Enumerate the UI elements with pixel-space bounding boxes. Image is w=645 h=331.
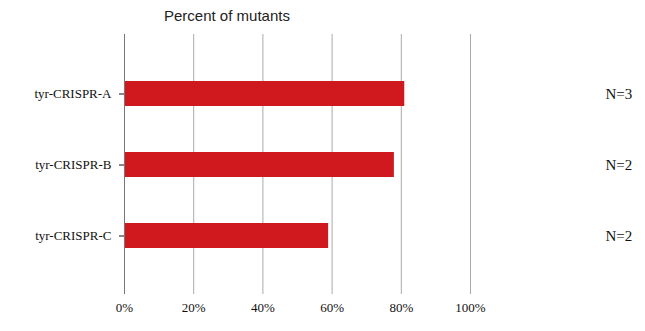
svg-text:tyr-CRISPR-C: tyr-CRISPR-C <box>35 228 111 243</box>
svg-text:20%: 20% <box>182 300 206 315</box>
svg-text:N=2: N=2 <box>606 228 633 244</box>
svg-text:N=2: N=2 <box>606 157 633 173</box>
html-text:Percent of mutants: Percent of mutants <box>164 7 290 24</box>
svg-text:0%: 0% <box>116 300 134 315</box>
svg-text:100%: 100% <box>455 300 486 315</box>
svg-text:N=3: N=3 <box>606 86 633 102</box>
svg-text:80%: 80% <box>389 300 413 315</box>
svg-text:40%: 40% <box>251 300 275 315</box>
svg-text:tyr-CRISPR-A: tyr-CRISPR-A <box>34 86 112 101</box>
svg-text:60%: 60% <box>320 300 344 315</box>
svg-text:tyr-CRISPR-B: tyr-CRISPR-B <box>35 157 112 172</box>
